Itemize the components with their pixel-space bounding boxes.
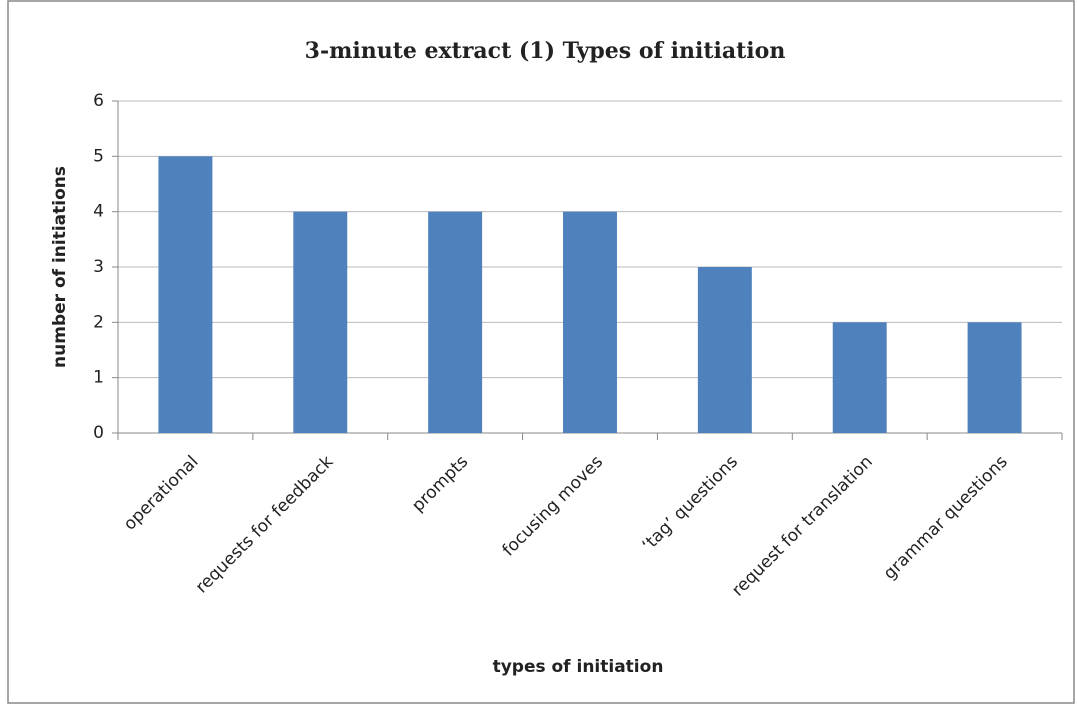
- bar: [967, 322, 1022, 433]
- y-tick-label: 5: [93, 146, 104, 166]
- y-tick-label: 3: [93, 257, 104, 277]
- bar: [158, 156, 213, 434]
- y-tick-label: 2: [93, 312, 104, 332]
- bar: [293, 211, 348, 433]
- y-tick-label: 0: [93, 423, 104, 443]
- bar: [832, 322, 887, 433]
- y-tick-label: 4: [93, 202, 104, 222]
- bar: [697, 267, 752, 433]
- y-axis-title: number of initiations: [50, 166, 70, 368]
- bar: [428, 211, 483, 433]
- y-tick-label: 1: [93, 368, 104, 388]
- y-tick-label: 6: [93, 91, 104, 111]
- x-axis-title: types of initiation: [493, 657, 664, 677]
- bar: [563, 211, 617, 433]
- chart-title: 3-minute extract (1) Types of initiation: [305, 38, 786, 64]
